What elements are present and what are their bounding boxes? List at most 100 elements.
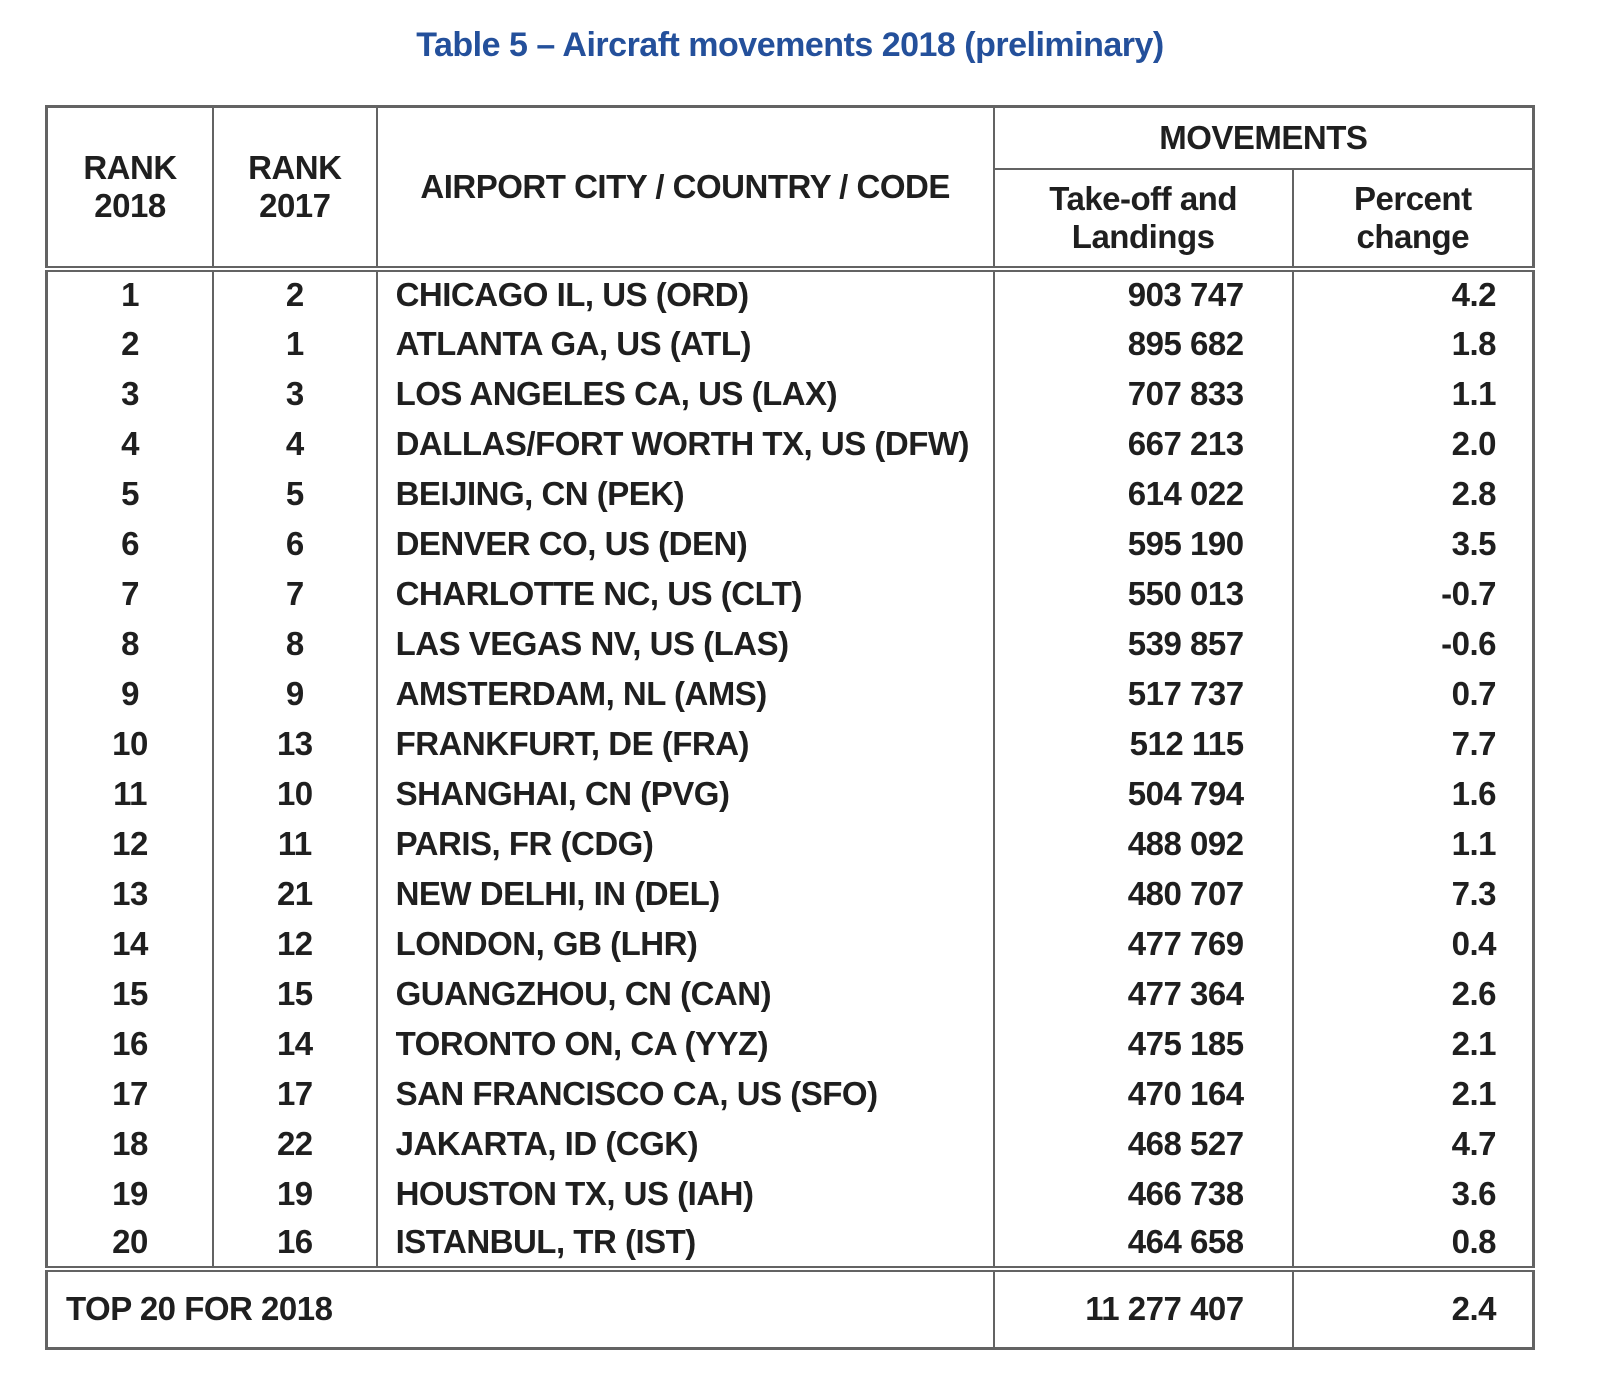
rank-2017-cell: 13 (212, 718, 378, 769)
total-percent-change: 2.4 (1291, 1268, 1535, 1349)
rank-2017-cell: 2 (212, 268, 378, 319)
table-row: 10 13 FRANKFURT, DE (FRA) 512 115 7.7 (45, 718, 1535, 769)
table-row: 3 3 LOS ANGELES CA, US (LAX) 707 833 1.1 (45, 368, 1535, 419)
movements-cell: 477 364 (992, 968, 1294, 1019)
table-row: 12 11 PARIS, FR (CDG) 488 092 1.1 (45, 818, 1535, 869)
movements-cell: 504 794 (992, 768, 1294, 819)
table-row: 14 12 LONDON, GB (LHR) 477 769 0.4 (45, 918, 1535, 969)
airport-cell: ATLANTA GA, US (ATL) (375, 318, 995, 369)
rank-2017-cell: 14 (212, 1018, 378, 1069)
airport-cell: BEIJING, CN (PEK) (375, 468, 995, 519)
percent-change-cell: 4.7 (1291, 1118, 1535, 1169)
percent-change-cell: 4.2 (1291, 268, 1535, 319)
percent-change-cell: 2.8 (1291, 468, 1535, 519)
percent-change-cell: 2.0 (1291, 418, 1535, 469)
percent-change-cell: 0.7 (1291, 668, 1535, 719)
rank-2018-cell: 16 (45, 1018, 215, 1069)
table-row: 18 22 JAKARTA, ID (CGK) 468 527 4.7 (45, 1118, 1535, 1169)
airport-cell: DALLAS/FORT WORTH TX, US (DFW) (375, 418, 995, 469)
aircraft-movements-table: RANK 2018 RANK 2017 AIRPORT CITY / COUNT… (45, 105, 1535, 1350)
airport-cell: HOUSTON TX, US (IAH) (375, 1168, 995, 1219)
percent-change-cell: 0.8 (1291, 1218, 1535, 1269)
rank-2017-cell: 5 (212, 468, 378, 519)
header-movements-group: MOVEMENTS (992, 105, 1535, 170)
rank-2017-cell: 17 (212, 1068, 378, 1119)
table-header: RANK 2018 RANK 2017 AIRPORT CITY / COUNT… (45, 105, 1535, 270)
table-row: 20 16 ISTANBUL, TR (IST) 464 658 0.8 (45, 1218, 1535, 1269)
airport-cell: CHARLOTTE NC, US (CLT) (375, 568, 995, 619)
airport-cell: FRANKFURT, DE (FRA) (375, 718, 995, 769)
percent-change-cell: 1.1 (1291, 818, 1535, 869)
airport-cell: AMSTERDAM, NL (AMS) (375, 668, 995, 719)
rank-2018-cell: 14 (45, 918, 215, 969)
page-title: Table 5 – Aircraft movements 2018 (preli… (416, 26, 1164, 64)
percent-change-cell: 2.6 (1291, 968, 1535, 1019)
movements-cell: 475 185 (992, 1018, 1294, 1069)
table-row: 9 9 AMSTERDAM, NL (AMS) 517 737 0.7 (45, 668, 1535, 719)
percent-change-cell: 3.6 (1291, 1168, 1535, 1219)
rank-2017-cell: 9 (212, 668, 378, 719)
rank-2018-cell: 13 (45, 868, 215, 919)
airport-cell: PARIS, FR (CDG) (375, 818, 995, 869)
movements-cell: 512 115 (992, 718, 1294, 769)
movements-cell: 539 857 (992, 618, 1294, 669)
movements-cell: 595 190 (992, 518, 1294, 569)
movements-cell: 614 022 (992, 468, 1294, 519)
rank-2018-cell: 20 (45, 1218, 215, 1269)
table-row: 16 14 TORONTO ON, CA (YYZ) 475 185 2.1 (45, 1018, 1535, 1069)
table-row: 6 6 DENVER CO, US (DEN) 595 190 3.5 (45, 518, 1535, 569)
movements-cell: 667 213 (992, 418, 1294, 469)
header-rank-2018: RANK 2018 (45, 105, 215, 270)
airport-cell: JAKARTA, ID (CGK) (375, 1118, 995, 1169)
rank-2017-cell: 4 (212, 418, 378, 469)
table-row: 19 19 HOUSTON TX, US (IAH) 466 738 3.6 (45, 1168, 1535, 1219)
rank-2018-cell: 11 (45, 768, 215, 819)
rank-2017-cell: 7 (212, 568, 378, 619)
movements-cell: 464 658 (992, 1218, 1294, 1269)
table-row: 4 4 DALLAS/FORT WORTH TX, US (DFW) 667 2… (45, 418, 1535, 469)
airport-cell: SHANGHAI, CN (PVG) (375, 768, 995, 819)
movements-cell: 468 527 (992, 1118, 1294, 1169)
percent-change-cell: -0.7 (1291, 568, 1535, 619)
movements-cell: 550 013 (992, 568, 1294, 619)
movements-cell: 903 747 (992, 268, 1294, 319)
percent-change-cell: -0.6 (1291, 618, 1535, 669)
table-row: 13 21 NEW DELHI, IN (DEL) 480 707 7.3 (45, 868, 1535, 919)
airport-cell: LONDON, GB (LHR) (375, 918, 995, 969)
movements-cell: 895 682 (992, 318, 1294, 369)
rank-2017-cell: 22 (212, 1118, 378, 1169)
rank-2018-cell: 19 (45, 1168, 215, 1219)
percent-change-cell: 1.1 (1291, 368, 1535, 419)
percent-change-cell: 1.6 (1291, 768, 1535, 819)
rank-2018-cell: 10 (45, 718, 215, 769)
rank-2018-cell: 6 (45, 518, 215, 569)
total-row: TOP 20 FOR 2018 11 277 407 2.4 (45, 1268, 1535, 1349)
table-row: 5 5 BEIJING, CN (PEK) 614 022 2.8 (45, 468, 1535, 519)
rank-2017-cell: 19 (212, 1168, 378, 1219)
percent-change-cell: 7.3 (1291, 868, 1535, 919)
percent-change-cell: 2.1 (1291, 1068, 1535, 1119)
rank-2017-cell: 8 (212, 618, 378, 669)
table-body: 1 2 CHICAGO IL, US (ORD) 903 747 4.2 2 1… (45, 268, 1535, 1349)
table-row: 1 2 CHICAGO IL, US (ORD) 903 747 4.2 (45, 268, 1535, 319)
percent-change-cell: 3.5 (1291, 518, 1535, 569)
rank-2017-cell: 12 (212, 918, 378, 969)
airport-cell: GUANGZHOU, CN (CAN) (375, 968, 995, 1019)
table-row: 8 8 LAS VEGAS NV, US (LAS) 539 857 -0.6 (45, 618, 1535, 669)
table-row: 11 10 SHANGHAI, CN (PVG) 504 794 1.6 (45, 768, 1535, 819)
total-movements: 11 277 407 (992, 1268, 1294, 1349)
airport-cell: ISTANBUL, TR (IST) (375, 1218, 995, 1269)
rank-2018-cell: 5 (45, 468, 215, 519)
rank-2018-cell: 4 (45, 418, 215, 469)
rank-2017-cell: 11 (212, 818, 378, 869)
rank-2017-cell: 16 (212, 1218, 378, 1269)
airport-cell: NEW DELHI, IN (DEL) (375, 868, 995, 919)
movements-cell: 707 833 (992, 368, 1294, 419)
table-row: 2 1 ATLANTA GA, US (ATL) 895 682 1.8 (45, 318, 1535, 369)
rank-2018-cell: 7 (45, 568, 215, 619)
rank-2018-cell: 8 (45, 618, 215, 669)
movements-cell: 466 738 (992, 1168, 1294, 1219)
header-takeoff-landings: Take-off and Landings (992, 167, 1294, 270)
movements-cell: 517 737 (992, 668, 1294, 719)
percent-change-cell: 7.7 (1291, 718, 1535, 769)
